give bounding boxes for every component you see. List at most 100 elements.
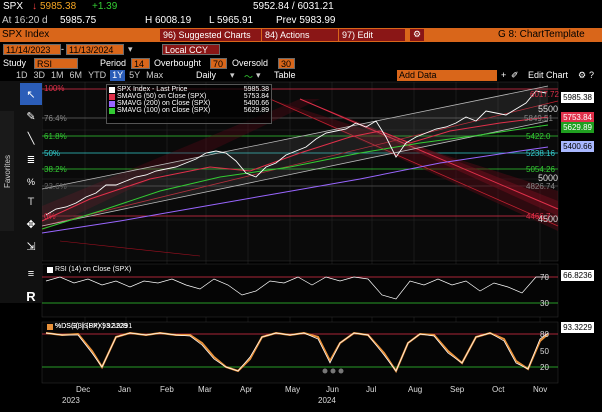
study-label: Study xyxy=(3,58,27,68)
zoom-in-icon[interactable]: + xyxy=(501,70,507,80)
resize-icon[interactable]: ⇲ xyxy=(26,240,36,253)
legend-item: SMAVG (200) on Close (SPX) 5400.66 xyxy=(109,100,269,107)
suggested-label: Suggested Charts xyxy=(178,30,251,40)
rsi-value-tag: 66.8236 xyxy=(561,270,594,281)
period-label: Period xyxy=(100,58,127,68)
main-legend[interactable]: SPX Index - Last Price 5985.38 SMAVG (50) … xyxy=(106,84,272,124)
move-icon[interactable]: ✥ xyxy=(26,218,36,231)
date-range-bar: 11/14/2023 - 11/13/2024 ▾ Local CCY xyxy=(0,42,602,56)
oversold-input[interactable]: 30 xyxy=(278,58,295,69)
rsi-label: RSI (14) on Close (SPX) xyxy=(55,266,132,273)
reset-icon[interactable]: R xyxy=(26,288,36,304)
range-dropdown-icon[interactable]: ▾ xyxy=(128,44,133,54)
fib-label: 50% xyxy=(44,149,60,158)
period-tab-1y[interactable]: 1Y xyxy=(110,70,126,81)
start-date-input[interactable]: 11/14/2023 xyxy=(3,44,61,55)
scroll-controls[interactable] xyxy=(322,368,344,374)
fib-value: 5422.0 xyxy=(526,132,551,141)
chart-canvas[interactable]: 6017.72 5849.51 5422.0 5238.16 5054.26 4… xyxy=(0,81,602,412)
chart-type-dropdown-icon[interactable]: ▾ xyxy=(256,70,261,80)
dss-axis-tick: 50 xyxy=(540,347,549,356)
at-time: At 16:20 d xyxy=(2,15,48,26)
price-axis: 5500 5000 4500 xyxy=(538,104,558,224)
title-bar: SPX Index 96) Suggested Charts 84) Actio… xyxy=(0,28,602,42)
ticker: SPX xyxy=(3,1,24,12)
help-icon[interactable]: ? xyxy=(589,70,595,80)
legend-items: SPX Index - Last Price 5985.38 SMAVG (50) … xyxy=(109,86,269,114)
quote-detail-bar: At 16:20 d 5985.75 H 6008.19 L 5965.91 P… xyxy=(0,14,602,28)
period-tab-max[interactable]: Max xyxy=(146,70,164,80)
frequency-dropdown-icon[interactable]: ▾ xyxy=(230,70,235,80)
dss-axis-tick: 20 xyxy=(540,363,549,372)
x-axis-month: Mar xyxy=(198,385,212,394)
legend-swatch xyxy=(109,100,115,107)
high-value: H 6008.19 xyxy=(145,15,192,26)
overbought-input[interactable]: 70 xyxy=(210,58,227,69)
year-label-2024: 2024 xyxy=(318,396,336,405)
cursor-icon[interactable]: ↖ xyxy=(20,83,42,105)
fib-value: 4466.7 xyxy=(526,212,551,221)
x-axis-month: Sep xyxy=(450,385,465,394)
fib-label: 0% xyxy=(44,212,56,221)
actions-button[interactable]: 84) Actions xyxy=(262,29,338,41)
bars-icon[interactable]: ≡ xyxy=(27,268,35,280)
suggested-charts-button[interactable]: 96) Suggested Charts xyxy=(160,29,261,41)
add-data-input[interactable]: Add Data xyxy=(397,70,497,81)
suggested-num: 96) xyxy=(163,30,177,40)
text-icon[interactable]: T xyxy=(27,196,35,208)
percent-icon[interactable]: % xyxy=(26,177,35,187)
favorites-label: Favorites xyxy=(2,154,12,188)
frequency-select[interactable]: Daily xyxy=(196,70,217,80)
period-tab-1d[interactable]: 1D xyxy=(16,70,28,80)
period-tab-5y[interactable]: 5Y xyxy=(129,70,141,80)
rsi-line xyxy=(45,276,548,300)
fib-value: 6017.72 xyxy=(530,90,559,99)
fib-icon[interactable]: ≣ xyxy=(26,154,36,166)
edit-chart-icon[interactable]: ✐ xyxy=(511,70,519,80)
x-axis-month: Jul xyxy=(366,385,377,394)
fib-label: 61.8% xyxy=(44,132,67,141)
net-change: +1.39 xyxy=(92,1,118,12)
x-axis-month: Jan xyxy=(118,385,131,394)
dss-axis-tick: 80 xyxy=(540,330,549,339)
legend-item: SMAVG (50) on Close (SPX) 5753.84 xyxy=(109,93,269,100)
favorites-tab[interactable]: Favorites xyxy=(0,111,14,231)
date-separator: - xyxy=(61,44,64,54)
period-input[interactable]: 14 xyxy=(131,58,150,69)
dss-white-line xyxy=(45,332,549,372)
period-tabs: 1D 3D 1M 6M YTD 1Y 5Y Max xyxy=(14,70,165,81)
open-value: 5985.75 xyxy=(60,15,97,26)
rsi-axis-tick: 30 xyxy=(540,299,549,308)
actions-num: 84) xyxy=(265,30,279,40)
legend-label: SMAVG (100) on Close (SPX) xyxy=(117,107,211,114)
rsi-axis-tick: 70 xyxy=(540,273,549,282)
fib-label: 38.2% xyxy=(44,165,67,174)
x-axis-month: Apr xyxy=(240,385,253,394)
trend-line-icon[interactable]: ╲ xyxy=(27,132,35,145)
price-channel xyxy=(41,85,549,227)
sma-50-line xyxy=(41,116,549,222)
edit-label: Edit xyxy=(357,30,374,40)
security-name: SPX Index xyxy=(2,29,50,40)
year-label-2023: 2023 xyxy=(62,396,80,405)
line-chart-icon[interactable]: 〜 xyxy=(244,72,254,82)
edit-chart-button[interactable]: Edit Chart xyxy=(528,70,569,80)
period-tab-ytd[interactable]: YTD xyxy=(88,70,107,80)
price-tag: 5985.38 xyxy=(561,92,594,103)
table-button[interactable]: Table xyxy=(274,70,296,80)
link-icon[interactable]: ⚙ xyxy=(410,29,424,41)
pen-icon[interactable]: ✎ xyxy=(26,110,36,123)
legend-swatch xyxy=(109,93,115,100)
period-tab-6m[interactable]: 6M xyxy=(69,70,83,80)
period-tab-1m[interactable]: 1M xyxy=(51,70,64,80)
price-axis-tick: 5000 xyxy=(538,173,558,183)
end-date-input[interactable]: 11/13/2024 xyxy=(66,44,124,55)
edit-button[interactable]: 97) Edit xyxy=(339,29,405,41)
study-select[interactable]: RSI xyxy=(34,58,78,69)
period-tab-3d[interactable]: 3D xyxy=(33,70,46,80)
legend-value: 5400.66 xyxy=(243,100,269,107)
price-tag: 5400.66 xyxy=(561,141,594,152)
last-price: 5985.38 xyxy=(40,1,77,12)
settings-icon[interactable]: ⚙ xyxy=(578,70,587,80)
currency-select[interactable]: Local CCY xyxy=(162,44,220,55)
